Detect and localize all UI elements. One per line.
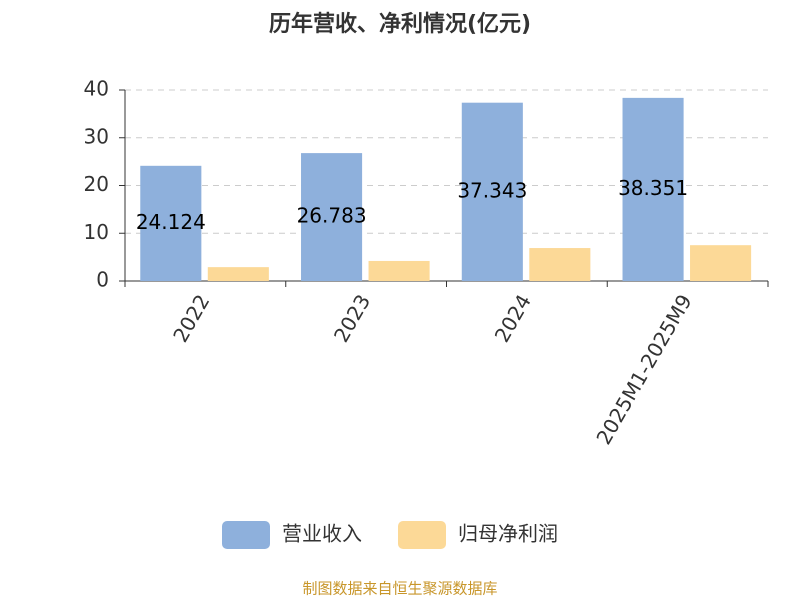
x-tick-label: 2022 (168, 290, 214, 346)
source-note: 制图数据来自恒生聚源数据库 (302, 580, 497, 598)
x-tick-label: 2023 (329, 290, 375, 346)
bar (301, 153, 363, 281)
bar (368, 260, 430, 281)
y-tick-label: 10 (84, 220, 109, 244)
bar (207, 267, 269, 281)
value-label: 24.124 (136, 210, 206, 234)
bar (529, 248, 591, 281)
x-tick-label: 2025M1-2025M9 (591, 290, 696, 448)
y-tick-label: 40 (84, 77, 109, 101)
y-tick-label: 0 (96, 268, 109, 292)
bar (461, 102, 523, 282)
bar (622, 97, 684, 281)
value-label: 37.343 (457, 178, 527, 202)
y-tick-label: 30 (84, 124, 109, 148)
legend-label: 营业收入 (282, 522, 362, 546)
legend-label: 归母净利润 (458, 522, 558, 546)
chart-title: 历年营收、净利情况(亿元) (269, 11, 531, 37)
legend-swatch (222, 521, 270, 549)
legend-swatch (398, 521, 446, 549)
value-label: 38.351 (618, 176, 688, 200)
bar (140, 165, 202, 281)
value-label: 26.783 (297, 204, 367, 228)
y-tick-label: 20 (84, 172, 109, 196)
bar (690, 245, 752, 281)
x-tick-label: 2024 (490, 290, 536, 346)
